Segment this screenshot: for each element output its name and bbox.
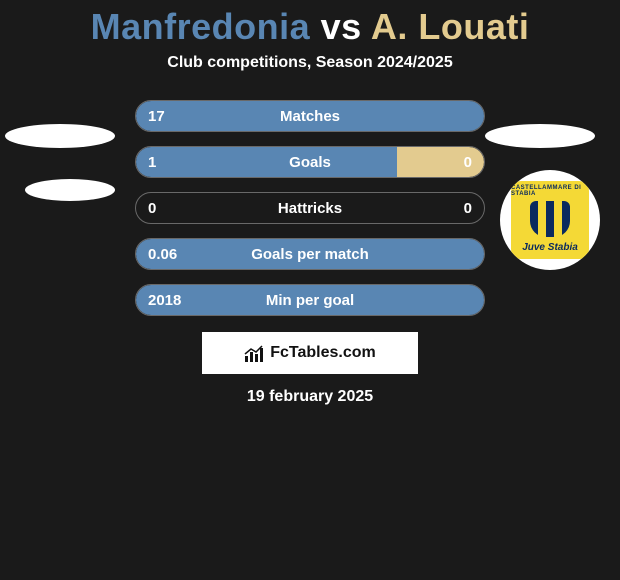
stat-value-left: 2018 <box>148 292 181 309</box>
stat-label: Goals <box>289 154 331 171</box>
stat-label: Min per goal <box>266 292 354 309</box>
page-title: Manfredonia vs A. Louati <box>91 6 530 48</box>
stat-value-left: 0.06 <box>148 246 177 263</box>
stat-value-left: 0 <box>148 200 156 217</box>
watermark-text: FcTables.com <box>270 344 376 362</box>
chart-icon <box>244 344 266 362</box>
club2-badge: CASTELLAMMARE DI STABIA Juve Stabia <box>500 170 600 270</box>
stat-label: Hattricks <box>278 200 342 217</box>
stat-value-left: 17 <box>148 108 165 125</box>
subtitle: Club competitions, Season 2024/2025 <box>167 54 452 72</box>
stat-label: Goals per match <box>251 246 369 263</box>
stat-row: 2018 Min per goal <box>135 284 485 316</box>
vs-separator: vs <box>321 6 362 47</box>
player1-name: Manfredonia <box>91 6 311 47</box>
stat-value-left: 1 <box>148 154 156 171</box>
stat-label: Matches <box>280 108 340 125</box>
date-label: 19 february 2025 <box>247 388 373 406</box>
badge-club-name: Juve Stabia <box>522 242 578 253</box>
stat-row: 17 Matches <box>135 100 485 132</box>
watermark: FcTables.com <box>202 332 418 374</box>
club1-badge-placeholder <box>25 179 115 201</box>
player2-avatar-placeholder <box>485 124 595 148</box>
stat-row: 0.06 Goals per match <box>135 238 485 270</box>
player1-avatar-placeholder <box>5 124 115 148</box>
stat-value-right: 0 <box>464 200 472 217</box>
stat-row: 0 Hattricks 0 <box>135 192 485 224</box>
badge-shield-icon <box>530 201 570 237</box>
badge-arc-text: CASTELLAMMARE DI STABIA <box>511 185 589 197</box>
stat-row: 1 Goals 0 <box>135 146 485 178</box>
comparison-card: Manfredonia vs A. Louati Club competitio… <box>0 0 620 440</box>
player2-name: A. Louati <box>371 6 529 47</box>
stat-value-right: 0 <box>464 154 472 171</box>
stat-bar-left <box>136 147 397 177</box>
